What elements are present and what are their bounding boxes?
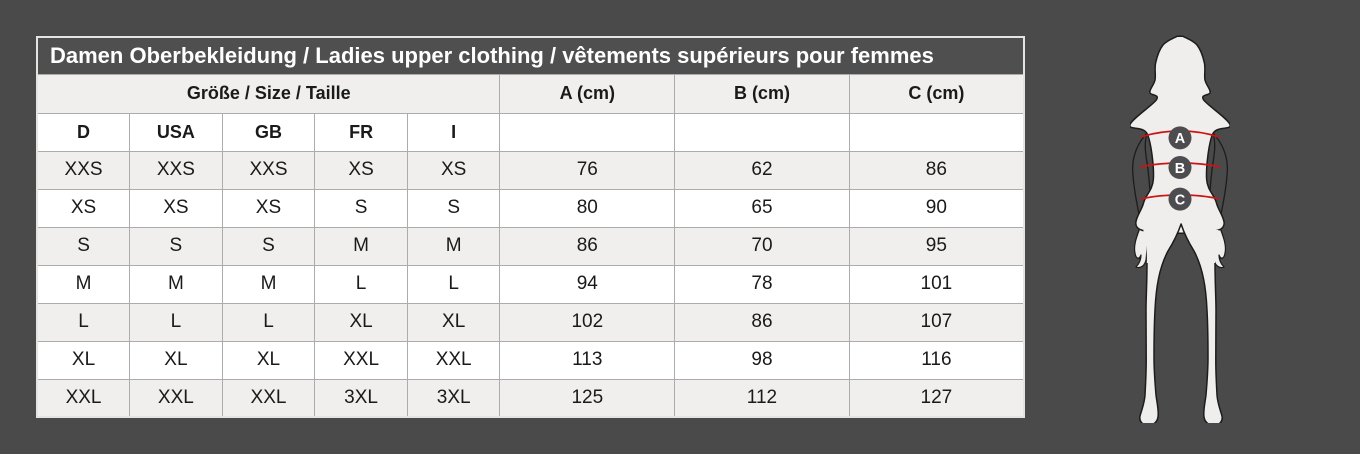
svg-text:B: B xyxy=(1175,161,1185,177)
svg-text:C: C xyxy=(1175,192,1186,208)
svg-text:A: A xyxy=(1175,131,1186,147)
